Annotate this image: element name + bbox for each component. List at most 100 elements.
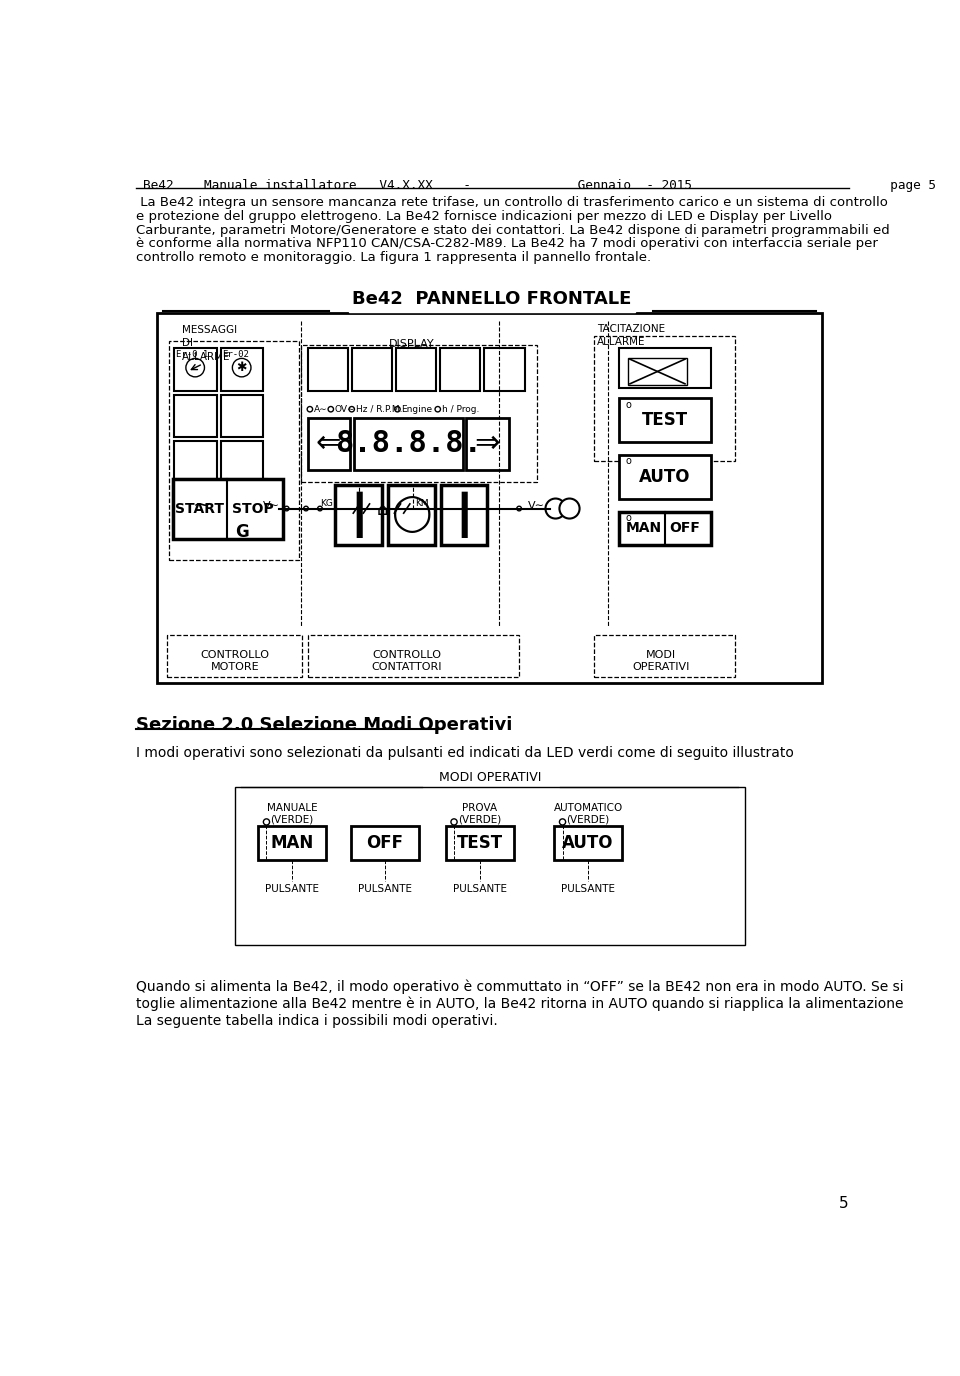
Text: Quando si alimenta la Be42, il modo operativo è commuttato in “OFF” se la BE42 n: Quando si alimenta la Be42, il modo oper… <box>135 980 903 995</box>
Text: V∼: V∼ <box>263 501 280 510</box>
Text: MODI OPERATIVI: MODI OPERATIVI <box>440 771 541 784</box>
Circle shape <box>307 406 313 411</box>
Text: G: G <box>235 523 250 541</box>
Text: PULSANTE: PULSANTE <box>265 883 319 893</box>
Text: TACITAZIONE
ALLARME: TACITAZIONE ALLARME <box>597 323 665 347</box>
Bar <box>335 484 382 545</box>
Circle shape <box>395 406 400 411</box>
Text: toglie alimentazione alla Be42 mentre è in AUTO, la Be42 ritorna in AUTO quando : toglie alimentazione alla Be42 mentre è … <box>135 996 903 1011</box>
Bar <box>169 341 299 560</box>
Text: La seguente tabella indica i possibili modi operativi.: La seguente tabella indica i possibili m… <box>135 1014 497 1028</box>
Circle shape <box>284 506 289 510</box>
Text: ⇐: ⇐ <box>316 429 341 458</box>
Bar <box>593 634 734 677</box>
Text: ✱: ✱ <box>236 361 247 374</box>
Text: Hz / R.P.M.: Hz / R.P.M. <box>355 405 402 414</box>
Bar <box>441 484 488 545</box>
Bar <box>354 418 463 471</box>
Text: CONTROLLO
MOTORE: CONTROLLO MOTORE <box>201 651 269 671</box>
Text: MESSAGGI
DI
ALLARME: MESSAGGI DI ALLARME <box>182 325 237 362</box>
Bar <box>300 345 537 483</box>
Bar <box>594 336 735 461</box>
Bar <box>467 418 509 471</box>
Circle shape <box>408 506 413 510</box>
Text: Figura 1: Panello frontale: Figura 1: Panello frontale <box>392 296 592 310</box>
Text: KM: KM <box>416 499 429 508</box>
Bar <box>629 358 686 385</box>
Bar <box>166 634 302 677</box>
Circle shape <box>388 506 392 510</box>
Text: KG: KG <box>321 499 333 508</box>
Text: o: o <box>625 513 631 523</box>
Circle shape <box>560 498 580 519</box>
Text: è conforme alla normativa NFP110 CAN/CSA-C282-M89. La Be42 ha 7 modi operativi c: è conforme alla normativa NFP110 CAN/CSA… <box>135 238 877 250</box>
Bar <box>351 826 420 860</box>
Bar <box>234 787 745 945</box>
Text: OFF: OFF <box>367 834 403 852</box>
Text: PROVA
(VERDE): PROVA (VERDE) <box>458 802 501 824</box>
Bar <box>619 454 710 499</box>
Bar <box>175 440 217 483</box>
Text: MAN: MAN <box>271 834 314 852</box>
Text: Engine: Engine <box>401 405 432 414</box>
Bar <box>221 395 263 438</box>
Text: STOP: STOP <box>232 502 275 516</box>
Text: Carburante, parametri Motore/Generatore e stato dei contattori. La Be42 dispone : Carburante, parametri Motore/Generatore … <box>135 224 889 237</box>
Text: PULSANTE: PULSANTE <box>358 883 412 893</box>
Text: A∼: A∼ <box>314 405 327 414</box>
Circle shape <box>435 406 441 411</box>
Text: ~: ~ <box>193 494 211 515</box>
Bar <box>258 826 326 860</box>
Bar <box>173 479 283 539</box>
Bar <box>619 512 710 545</box>
Text: CONTROLLO
CONTATTORI: CONTROLLO CONTATTORI <box>372 651 442 671</box>
Text: 5: 5 <box>839 1196 849 1211</box>
Text: OV∼: OV∼ <box>335 405 355 414</box>
Circle shape <box>373 506 378 510</box>
Bar <box>619 398 710 442</box>
Bar <box>351 348 392 391</box>
Circle shape <box>560 819 565 826</box>
Bar <box>388 484 435 545</box>
Bar <box>396 348 436 391</box>
Circle shape <box>232 358 251 377</box>
Text: o: o <box>625 457 631 466</box>
Text: ⌂: ⌂ <box>376 501 388 519</box>
Text: ┃: ┃ <box>347 491 371 538</box>
Text: ⇒: ⇒ <box>474 429 500 458</box>
Circle shape <box>186 358 204 377</box>
Text: Be42    Manuale installatore   V4.X.XX    -              Gennaio  - 2015        : Be42 Manuale installatore V4.X.XX - Genn… <box>143 179 936 193</box>
Circle shape <box>328 406 333 411</box>
Circle shape <box>451 819 457 826</box>
Text: V∼: V∼ <box>528 501 544 510</box>
Text: PULSANTE: PULSANTE <box>452 883 507 893</box>
Circle shape <box>429 506 434 510</box>
Text: Er-0 1: Er-0 1 <box>176 350 208 359</box>
Bar <box>307 418 350 471</box>
Text: Sezione 2.0 Selezione Modi Operativi: Sezione 2.0 Selezione Modi Operativi <box>135 716 512 733</box>
Text: PULSANTE: PULSANTE <box>561 883 615 893</box>
Text: TEST: TEST <box>642 411 688 429</box>
Bar <box>484 348 524 391</box>
Bar <box>157 312 822 682</box>
Text: DISPLAY: DISPLAY <box>390 338 435 350</box>
Bar <box>175 348 217 391</box>
Text: AUTOMATICO
(VERDE): AUTOMATICO (VERDE) <box>554 802 623 824</box>
Bar <box>445 826 514 860</box>
Text: ◯: ◯ <box>392 497 432 533</box>
Text: ┃: ┃ <box>452 491 476 538</box>
Bar <box>175 395 217 438</box>
Text: 8.8.8.8.: 8.8.8.8. <box>335 429 482 458</box>
Bar <box>221 348 263 391</box>
Text: Be42  PANNELLO FRONTALE: Be42 PANNELLO FRONTALE <box>352 290 632 308</box>
Text: MANUALE
(VERDE): MANUALE (VERDE) <box>267 802 318 824</box>
Bar <box>619 348 710 388</box>
Text: o: o <box>625 400 631 410</box>
Bar <box>221 440 263 483</box>
Text: TEST: TEST <box>457 834 503 852</box>
Circle shape <box>263 819 270 826</box>
Bar <box>173 479 267 530</box>
Bar <box>308 634 519 677</box>
Bar <box>440 348 480 391</box>
Text: AUTO: AUTO <box>563 834 613 852</box>
